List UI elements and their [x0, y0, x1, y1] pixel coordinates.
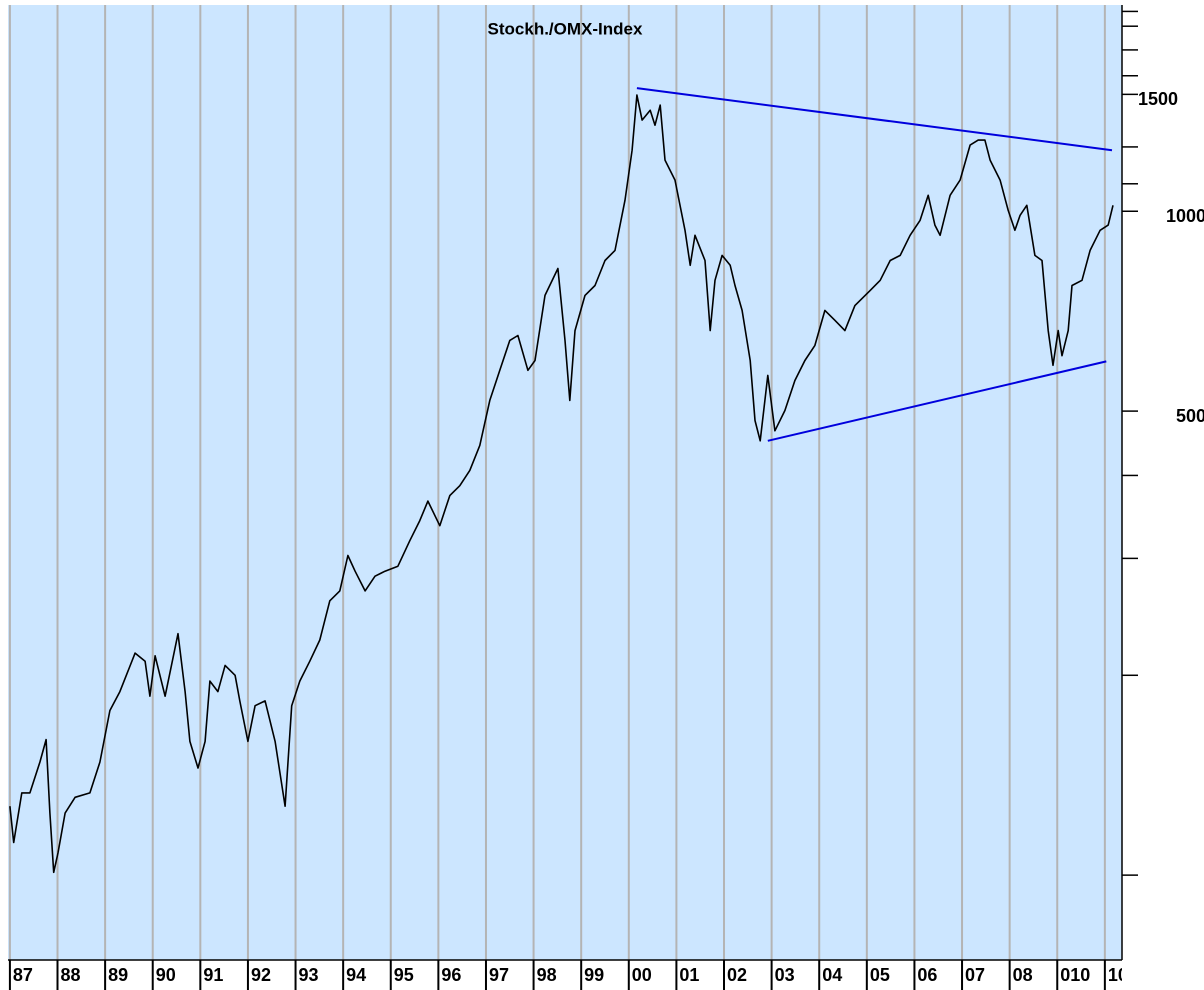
x-tick-label: 03 — [775, 965, 795, 985]
x-tick-label: 88 — [61, 965, 81, 985]
x-tick-label: 05 — [870, 965, 890, 985]
trend-line — [767, 360, 1107, 442]
x-tick-label: 97 — [489, 965, 509, 985]
x-tick-label: 96 — [441, 965, 461, 985]
x-tick-label: 00 — [632, 965, 652, 985]
y-tick-label: 1000 — [1166, 206, 1204, 226]
x-tick-label: 95 — [394, 965, 414, 985]
grid — [8, 5, 1106, 960]
plot-marks — [9, 87, 1114, 874]
x-tick-label: 89 — [108, 965, 128, 985]
x-tick-label: 98 — [537, 965, 557, 985]
x-tick-label: 010 — [1060, 965, 1090, 985]
x-tick-label: 01 — [679, 965, 699, 985]
x-tick-label: 91 — [203, 965, 223, 985]
x-tick-label: 94 — [346, 965, 366, 985]
plot-background — [8, 5, 1122, 960]
x-tick-label: 07 — [965, 965, 985, 985]
x-tick-label: 92 — [251, 965, 271, 985]
x-tick-label: 93 — [299, 965, 319, 985]
x-tick-label: 90 — [156, 965, 176, 985]
index-line — [9, 94, 1114, 874]
x-tick-label: 04 — [822, 965, 842, 985]
trend-line — [636, 87, 1113, 152]
x-tick-label: 10 — [1108, 965, 1128, 985]
x-tick-label: 87 — [13, 965, 33, 985]
x-tick-label: 06 — [917, 965, 937, 985]
x-tick-label: 02 — [727, 965, 747, 985]
x-axis: 87 88 89 90 91 92 93 94 95 96 97 98 99 00 01 02 03 04 05 06… — [8, 960, 1128, 990]
chart-title: Stockh./OMX-Index — [488, 19, 643, 38]
y-axis: 500 1000 1500 — [1122, 10, 1204, 876]
y-tick-label: 1500 — [1138, 89, 1178, 109]
x-tick-label: 99 — [584, 965, 604, 985]
x-tick-label: 08 — [1013, 965, 1033, 985]
y-tick-label: 500 — [1176, 406, 1204, 426]
